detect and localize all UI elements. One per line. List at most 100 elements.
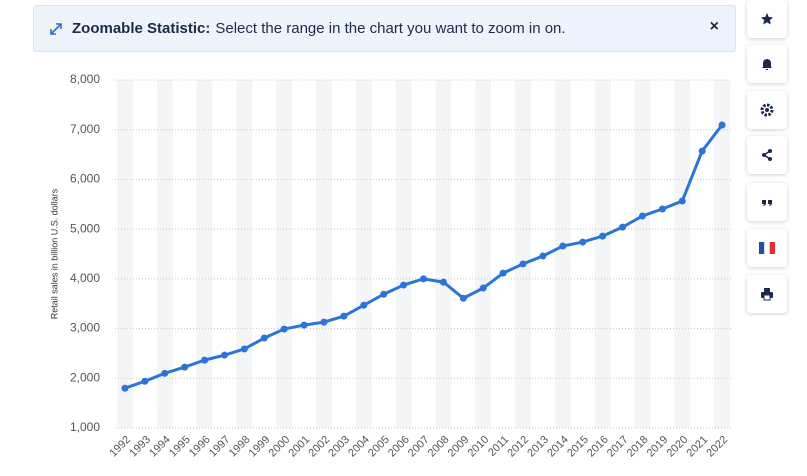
point (220, 351, 228, 359)
x-tick-label: 2001 (286, 434, 312, 460)
point (459, 294, 467, 302)
banner-title: Zoomable Statistic: (72, 20, 211, 37)
column-band (475, 80, 492, 428)
point (181, 363, 189, 371)
x-tick-label: 2018 (625, 434, 651, 460)
x-tick-label: 2000 (267, 434, 293, 460)
chart: Retail sales in billion U.S. dollars 1,0… (49, 72, 732, 460)
x-tick-label: 2004 (346, 434, 372, 460)
x-tick-label: 2002 (306, 434, 332, 460)
x-tick-label: 2008 (426, 434, 452, 460)
favorite-button[interactable] (747, 0, 787, 38)
zoom-banner: Zoomable Statistic: Select the range in … (33, 5, 736, 52)
x-tick-label: 2007 (406, 434, 432, 460)
point (360, 301, 368, 309)
point (658, 205, 666, 213)
x-tick-label: 2010 (466, 434, 492, 460)
column-band (196, 80, 213, 428)
point (280, 325, 288, 333)
column-band (634, 80, 651, 428)
y-tick-label: 4,000 (70, 271, 100, 285)
x-tick-label: 2017 (605, 434, 631, 460)
x-tick-label: 1992 (107, 434, 133, 460)
point (380, 290, 388, 298)
x-tick-label: 2014 (545, 434, 571, 460)
x-tick-label: 2015 (565, 434, 591, 460)
y-tick-label: 2,000 (70, 370, 100, 384)
x-tick-label: 1999 (247, 434, 273, 460)
close-button[interactable]: × (709, 18, 719, 35)
x-tick-label: 2013 (525, 434, 551, 460)
y-tick-label: 8,000 (70, 72, 100, 86)
y-tick-label: 1,000 (70, 420, 100, 434)
print-button[interactable] (747, 275, 787, 313)
point (300, 321, 308, 329)
y-tick-label: 5,000 (70, 221, 100, 235)
language-button[interactable] (747, 229, 787, 267)
column-band (395, 80, 412, 428)
point (718, 121, 726, 129)
x-tick-label: 1993 (127, 434, 153, 460)
cite-button[interactable] (747, 183, 787, 221)
point (698, 147, 706, 155)
point (141, 377, 149, 385)
column-band (156, 80, 173, 428)
point (420, 275, 427, 283)
x-tick-label: 1996 (187, 434, 213, 460)
zoom-icon (50, 22, 62, 35)
column-band (554, 80, 571, 428)
column-band (714, 80, 730, 428)
x-tick-label: 1995 (167, 434, 193, 460)
point (400, 281, 408, 289)
x-tick-label: 2019 (645, 434, 671, 460)
point (619, 223, 627, 231)
x-tick-label: 2012 (505, 434, 531, 460)
column-band (515, 80, 531, 428)
notify-button[interactable] (747, 45, 787, 83)
point (559, 242, 567, 250)
column-band (316, 80, 332, 428)
point (201, 356, 209, 364)
point (638, 212, 646, 220)
line (124, 124, 724, 390)
banner-text: Select the range in the chart you want t… (215, 20, 566, 37)
point (499, 269, 507, 277)
x-tick-label: 1994 (147, 434, 173, 460)
x-tick-label: 2006 (386, 434, 412, 460)
x-tick-label: 1998 (227, 434, 253, 460)
x-tick-label: 1997 (207, 434, 233, 460)
point (161, 369, 169, 377)
column-band (594, 80, 611, 428)
x-tick-label: 2022 (704, 434, 730, 460)
point (340, 312, 348, 320)
x-tick-label: 2009 (446, 434, 472, 460)
settings-button[interactable] (747, 91, 787, 129)
point (320, 318, 328, 326)
column-band (117, 80, 133, 428)
point (579, 238, 587, 246)
x-tick-label: 2016 (585, 434, 611, 460)
x-tick-label: 2021 (685, 434, 711, 460)
x-tick-label: 2005 (366, 434, 392, 460)
point (479, 284, 487, 292)
x-tick-label: 2003 (326, 434, 352, 460)
column-band (276, 80, 293, 428)
column-band (435, 80, 452, 428)
y-tick-label: 3,000 (70, 321, 100, 335)
share-button[interactable] (747, 136, 787, 174)
point (439, 278, 447, 286)
column-band (355, 80, 372, 428)
point (121, 384, 129, 392)
column-band (674, 80, 691, 428)
point (678, 197, 686, 205)
y-axis-label: Retail sales in billion U.S. dollars (49, 188, 59, 319)
y-tick-label: 6,000 (70, 172, 100, 186)
point (539, 252, 547, 260)
point (260, 334, 268, 342)
x-tick-label: 2011 (486, 434, 511, 459)
column-band (236, 80, 253, 428)
point (599, 232, 607, 240)
y-tick-label: 7,000 (70, 122, 100, 136)
x-tick-label: 2020 (665, 434, 691, 460)
